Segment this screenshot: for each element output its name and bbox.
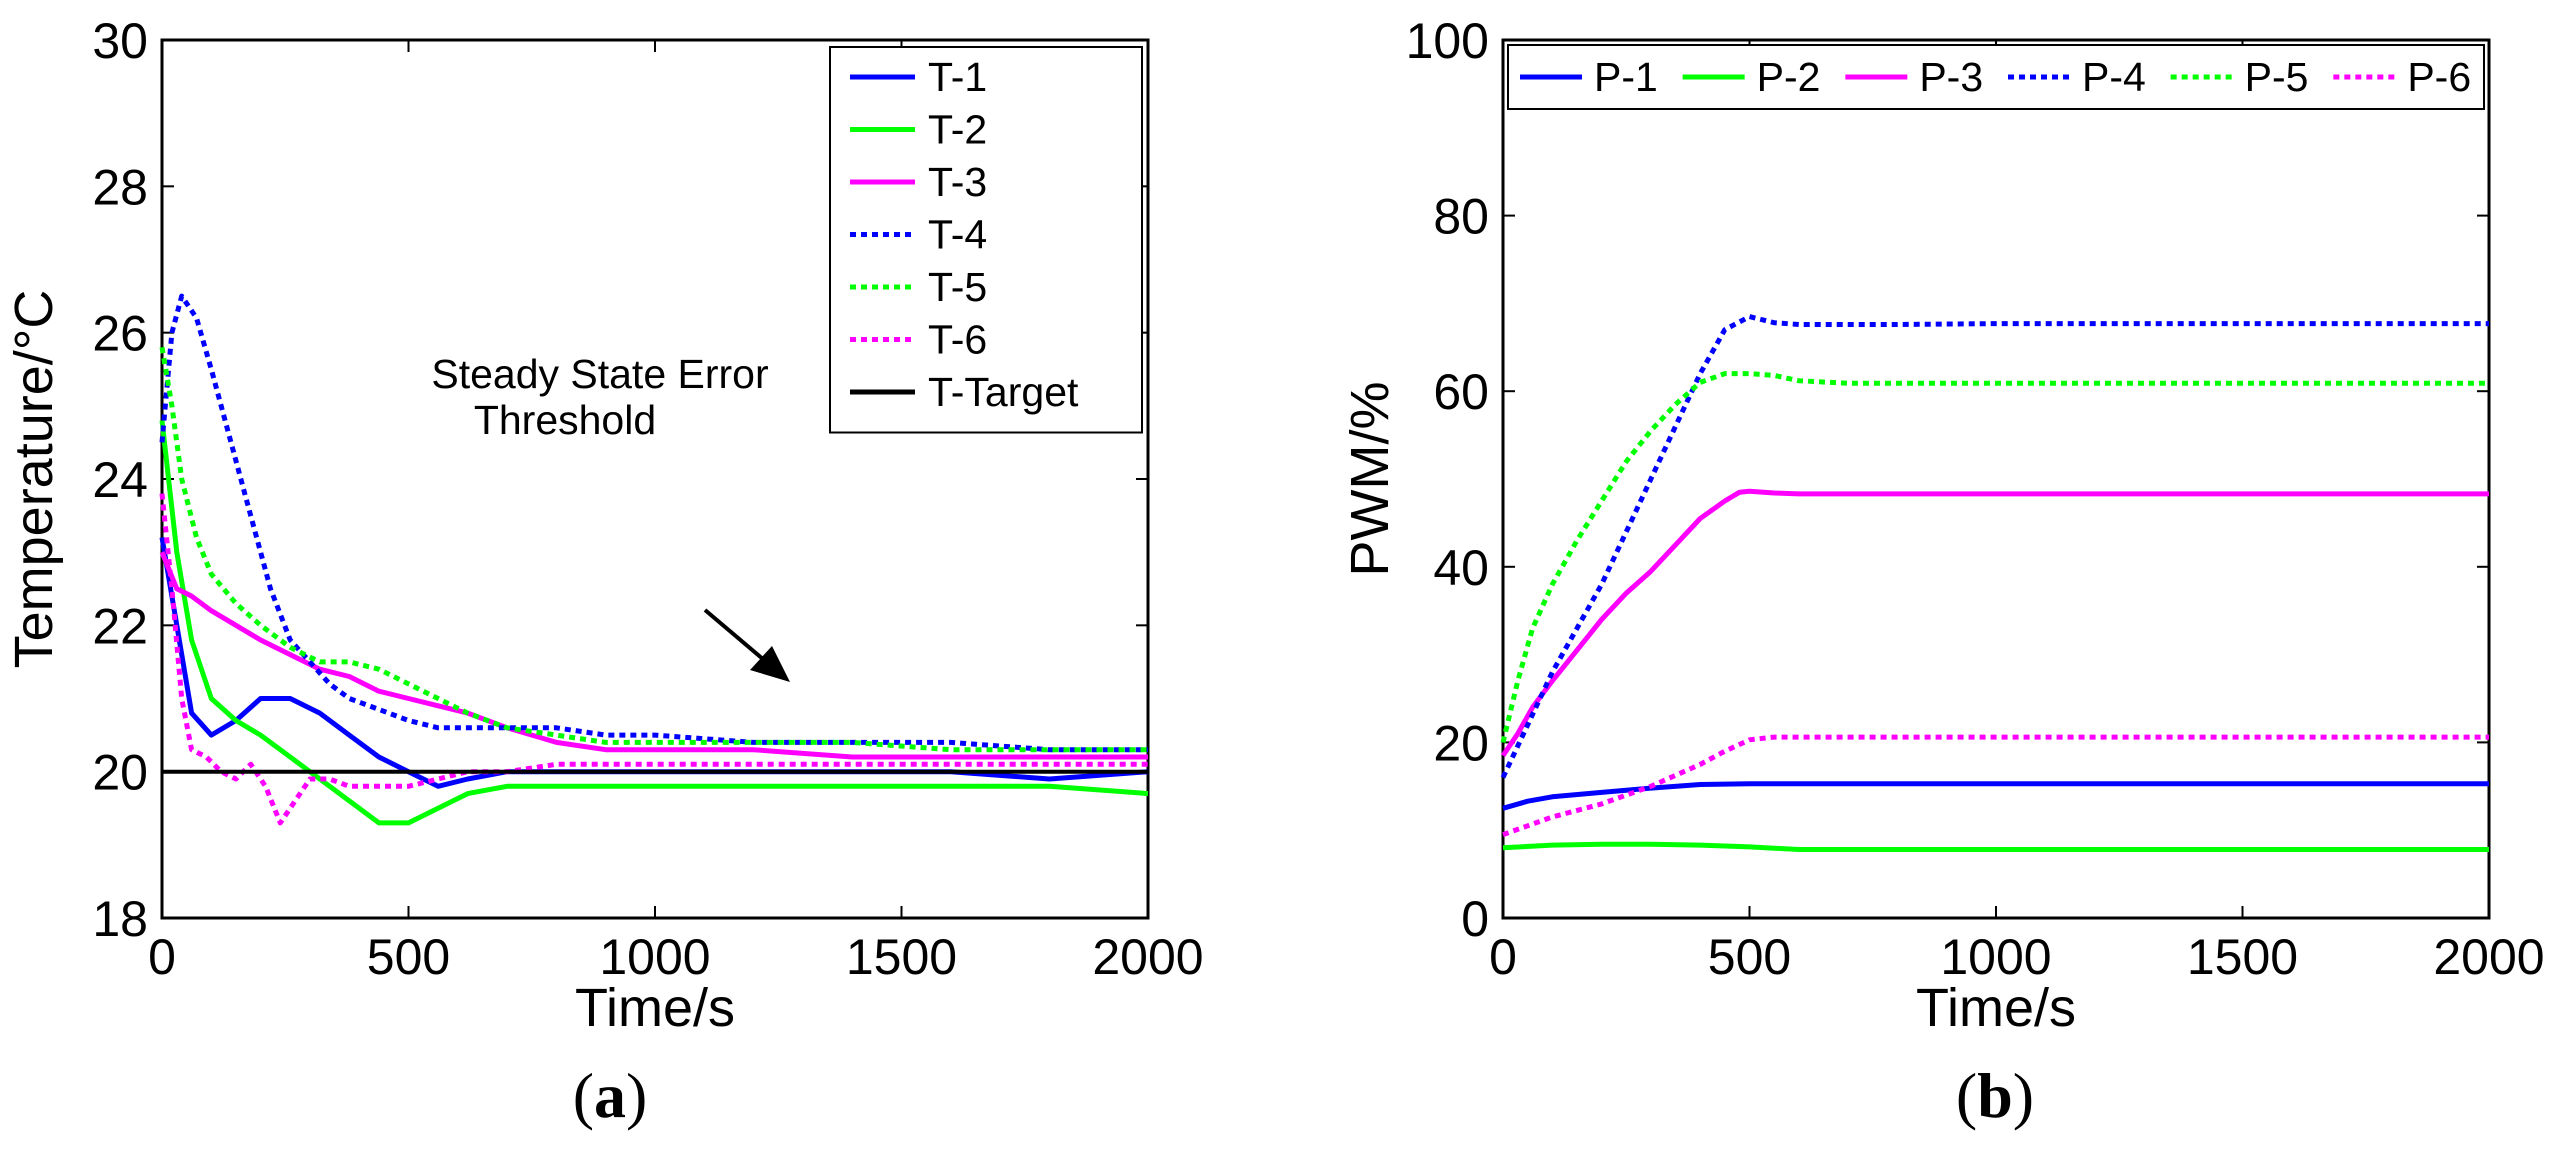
series-line-p-6 [1502, 734, 2489, 837]
legend-label-t-3: T-3 [928, 159, 987, 205]
y-tick-label: 30 [92, 13, 148, 69]
series-line-p-3 [1500, 488, 2489, 757]
panel-paren-close: ) [626, 1060, 647, 1131]
legend-label-t-1: T-1 [928, 54, 987, 100]
y-tick-label: 20 [1433, 715, 1489, 771]
legend-label-p-1: P-1 [1594, 54, 1658, 100]
series-line-t-5 [159, 346, 1148, 753]
annotation-arrow-shaft [703, 608, 772, 667]
y-tick-label: 20 [92, 745, 148, 801]
y-tick-label: 18 [92, 891, 148, 947]
y-tick-label: 24 [92, 452, 148, 508]
panel-letter: b [1977, 1060, 2013, 1131]
plot-area [1501, 38, 2491, 920]
y-tick-label: 0 [1461, 891, 1489, 947]
y-axis-label: Temperature/°C [4, 290, 64, 669]
legend-label-t-6: T-6 [928, 317, 987, 363]
annotation-line-1: Steady State Error [431, 351, 768, 397]
legend [1507, 44, 2485, 110]
series-line-t-2 [159, 420, 1149, 826]
x-tick-label: 0 [1489, 929, 1517, 985]
annotation-arrow-head [750, 646, 790, 682]
chart-a: 0 500 1000 1500 2000 18 20 22 24 26 28 30 Time/s Temp… [4, 13, 1204, 1131]
x-tick-label: 500 [1708, 929, 1791, 985]
y-tick-label: 80 [1433, 189, 1489, 245]
series-line-p-1 [1502, 781, 2489, 811]
panel-label: (b) [1956, 1060, 2034, 1131]
series-line-p-4 [1500, 314, 2489, 779]
legend-label-t-2: T-2 [928, 107, 987, 153]
panel-label: (a) [573, 1060, 648, 1131]
y-tick-label: 40 [1433, 540, 1489, 596]
y-tick-label: 60 [1433, 364, 1489, 420]
legend-label-p-3: P-3 [1919, 54, 1983, 100]
y-tick-label: 28 [92, 159, 148, 215]
legend-label-p-6: P-6 [2407, 54, 2471, 100]
y-tick-label: 26 [92, 306, 148, 362]
series-line-t-6 [159, 493, 1148, 826]
panel-paren-open: ( [573, 1060, 594, 1131]
x-tick-label: 1500 [2187, 929, 2298, 985]
legend-label-t-4: T-4 [928, 212, 987, 258]
x-axis-label: Time/s [1916, 978, 2076, 1038]
legend-label-p-4: P-4 [2082, 54, 2146, 100]
chart-b: 0 500 1000 1500 2000 0 20 40 60 80 100 Time/s PWM/% P… [1340, 13, 2545, 1131]
legend [829, 46, 1143, 434]
x-axis-label: Time/s [575, 978, 735, 1038]
series-line-p-5 [1500, 371, 2489, 743]
legend-label-t-5: T-5 [928, 264, 987, 310]
x-tick-label: 0 [148, 929, 176, 985]
y-axis-label: PWM/% [1340, 382, 1400, 577]
y-tick-label: 22 [92, 598, 148, 654]
legend-label-p-2: P-2 [1757, 54, 1821, 100]
x-tick-label: 1500 [846, 929, 957, 985]
x-tick-label: 2000 [2433, 929, 2544, 985]
x-tick-label: 1000 [599, 929, 710, 985]
series-line-p-2 [1502, 841, 2489, 852]
x-tick-label: 1000 [1940, 929, 2051, 985]
x-tick-label: 2000 [1092, 929, 1203, 985]
legend-label-t-target: T-Target [928, 369, 1079, 415]
panel-paren-open: ( [1956, 1060, 1977, 1131]
panel-paren-close: ) [2013, 1060, 2034, 1131]
legend-label-p-5: P-5 [2245, 54, 2309, 100]
panel-letter: a [594, 1060, 626, 1131]
y-tick-label: 100 [1406, 13, 1489, 69]
annotation-line-2: Threshold [474, 397, 656, 443]
x-tick-label: 500 [367, 929, 450, 985]
series-line-t-3 [159, 551, 1148, 760]
